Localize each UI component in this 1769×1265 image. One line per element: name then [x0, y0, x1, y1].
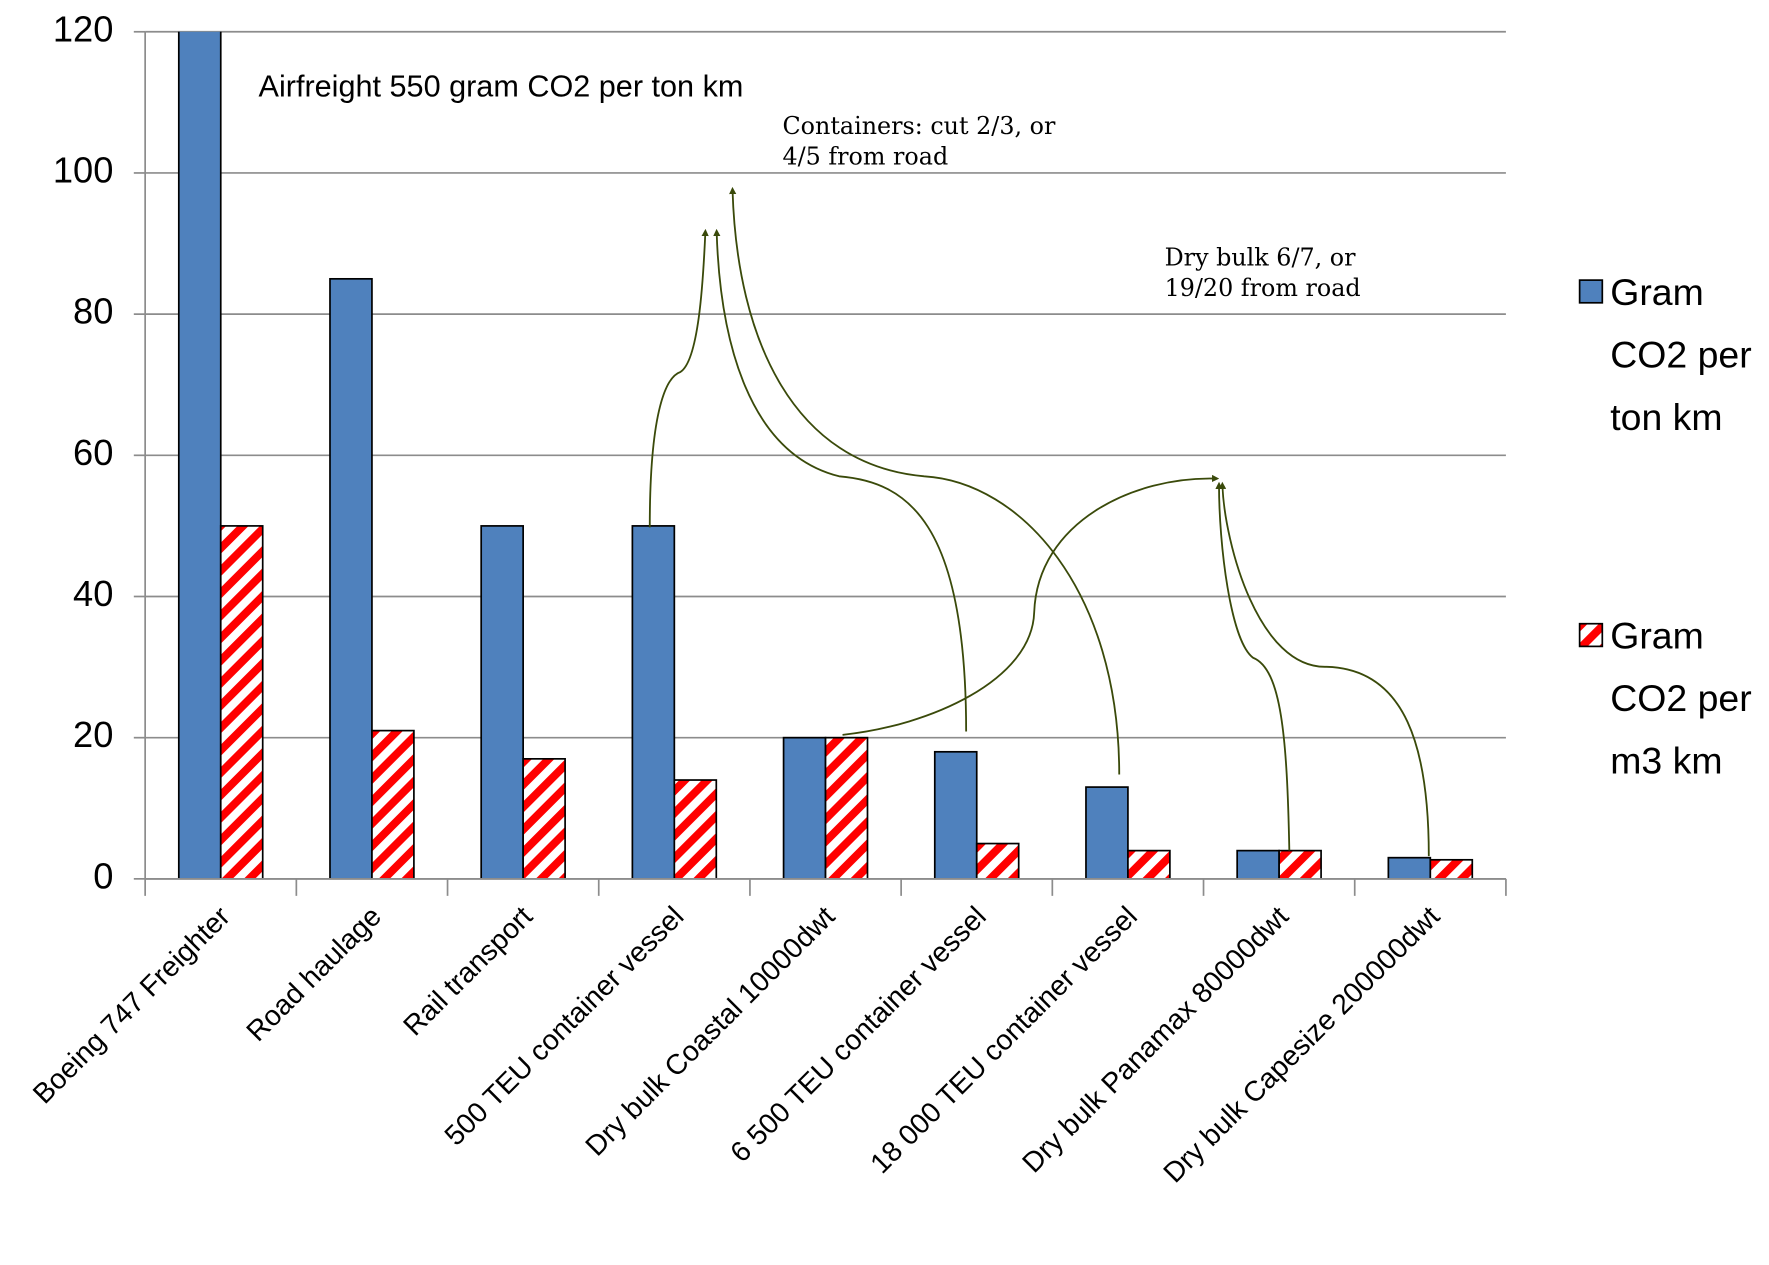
arrows	[648, 186, 1430, 857]
arrow	[1218, 481, 1430, 857]
arrow	[648, 228, 709, 528]
bar	[219, 525, 264, 879]
x-tick-label: Dry bulk Capesize 200000dwt	[1157, 900, 1446, 1189]
bar	[522, 758, 566, 879]
bar	[480, 525, 524, 879]
x-tick-label: Road haulage	[240, 900, 387, 1047]
y-tick-label: 20	[73, 714, 113, 755]
arrow	[1215, 481, 1291, 851]
x-tick-label: Boeing 747 Freighter	[27, 900, 237, 1110]
bar	[371, 729, 415, 879]
legend-entry: Gram CO2 per m3 km	[1610, 614, 1752, 782]
annotation-box: Dry bulk 6/7, or 19/20 from road	[1164, 243, 1361, 302]
y-tick-label: 40	[73, 573, 113, 614]
legend-swatch	[1578, 622, 1604, 648]
bar	[1085, 786, 1129, 879]
arrow	[842, 474, 1220, 736]
bar	[673, 779, 718, 879]
annotation: Airfreight 550 gram CO2 per ton km	[259, 70, 744, 104]
bar	[1127, 849, 1171, 879]
bar	[1429, 858, 1474, 879]
arrow	[729, 186, 1121, 775]
annotation-box: Containers: cut 2/3, or 4/5 from road	[782, 112, 1056, 171]
legend-label: Gram CO2 per ton km	[1610, 271, 1752, 438]
bar	[933, 750, 978, 879]
x-tick-label: Dry bulk Panamax 80000dwt	[1016, 900, 1295, 1179]
x-tick-label: 500 TEU container vessel	[439, 900, 691, 1152]
x-tick-label: Rail transport	[397, 900, 539, 1042]
bar	[631, 525, 676, 879]
x-tick-label: 6 500 TEU container vessel	[724, 900, 992, 1168]
bar	[1278, 849, 1322, 879]
x-tick-label: Dry bulk Coastal 10000dwt	[579, 900, 841, 1162]
x-tick-label: 18 000 TEU container vessel	[864, 900, 1143, 1179]
y-tick-label: 100	[53, 150, 114, 191]
bar	[975, 842, 1020, 879]
bar	[824, 736, 869, 879]
legend-swatch	[1578, 279, 1604, 304]
annotation: Dry bulk 6/7, or 19/20 from road	[1164, 243, 1361, 302]
annotation: Containers: cut 2/3, or 4/5 from road	[782, 112, 1056, 171]
bar	[177, 31, 222, 879]
arrow	[713, 228, 968, 732]
bar	[1387, 856, 1432, 879]
legend-label: Gram CO2 per m3 km	[1610, 614, 1752, 782]
y-tick-label: 60	[73, 432, 113, 473]
bar	[782, 736, 827, 879]
y-tick-label: 120	[53, 8, 114, 49]
bar	[1236, 849, 1280, 879]
legend-entry: Gram CO2 per ton km	[1610, 271, 1752, 438]
y-tick-label: 0	[93, 855, 113, 896]
bar	[329, 277, 373, 879]
y-tick-label: 80	[73, 291, 113, 332]
